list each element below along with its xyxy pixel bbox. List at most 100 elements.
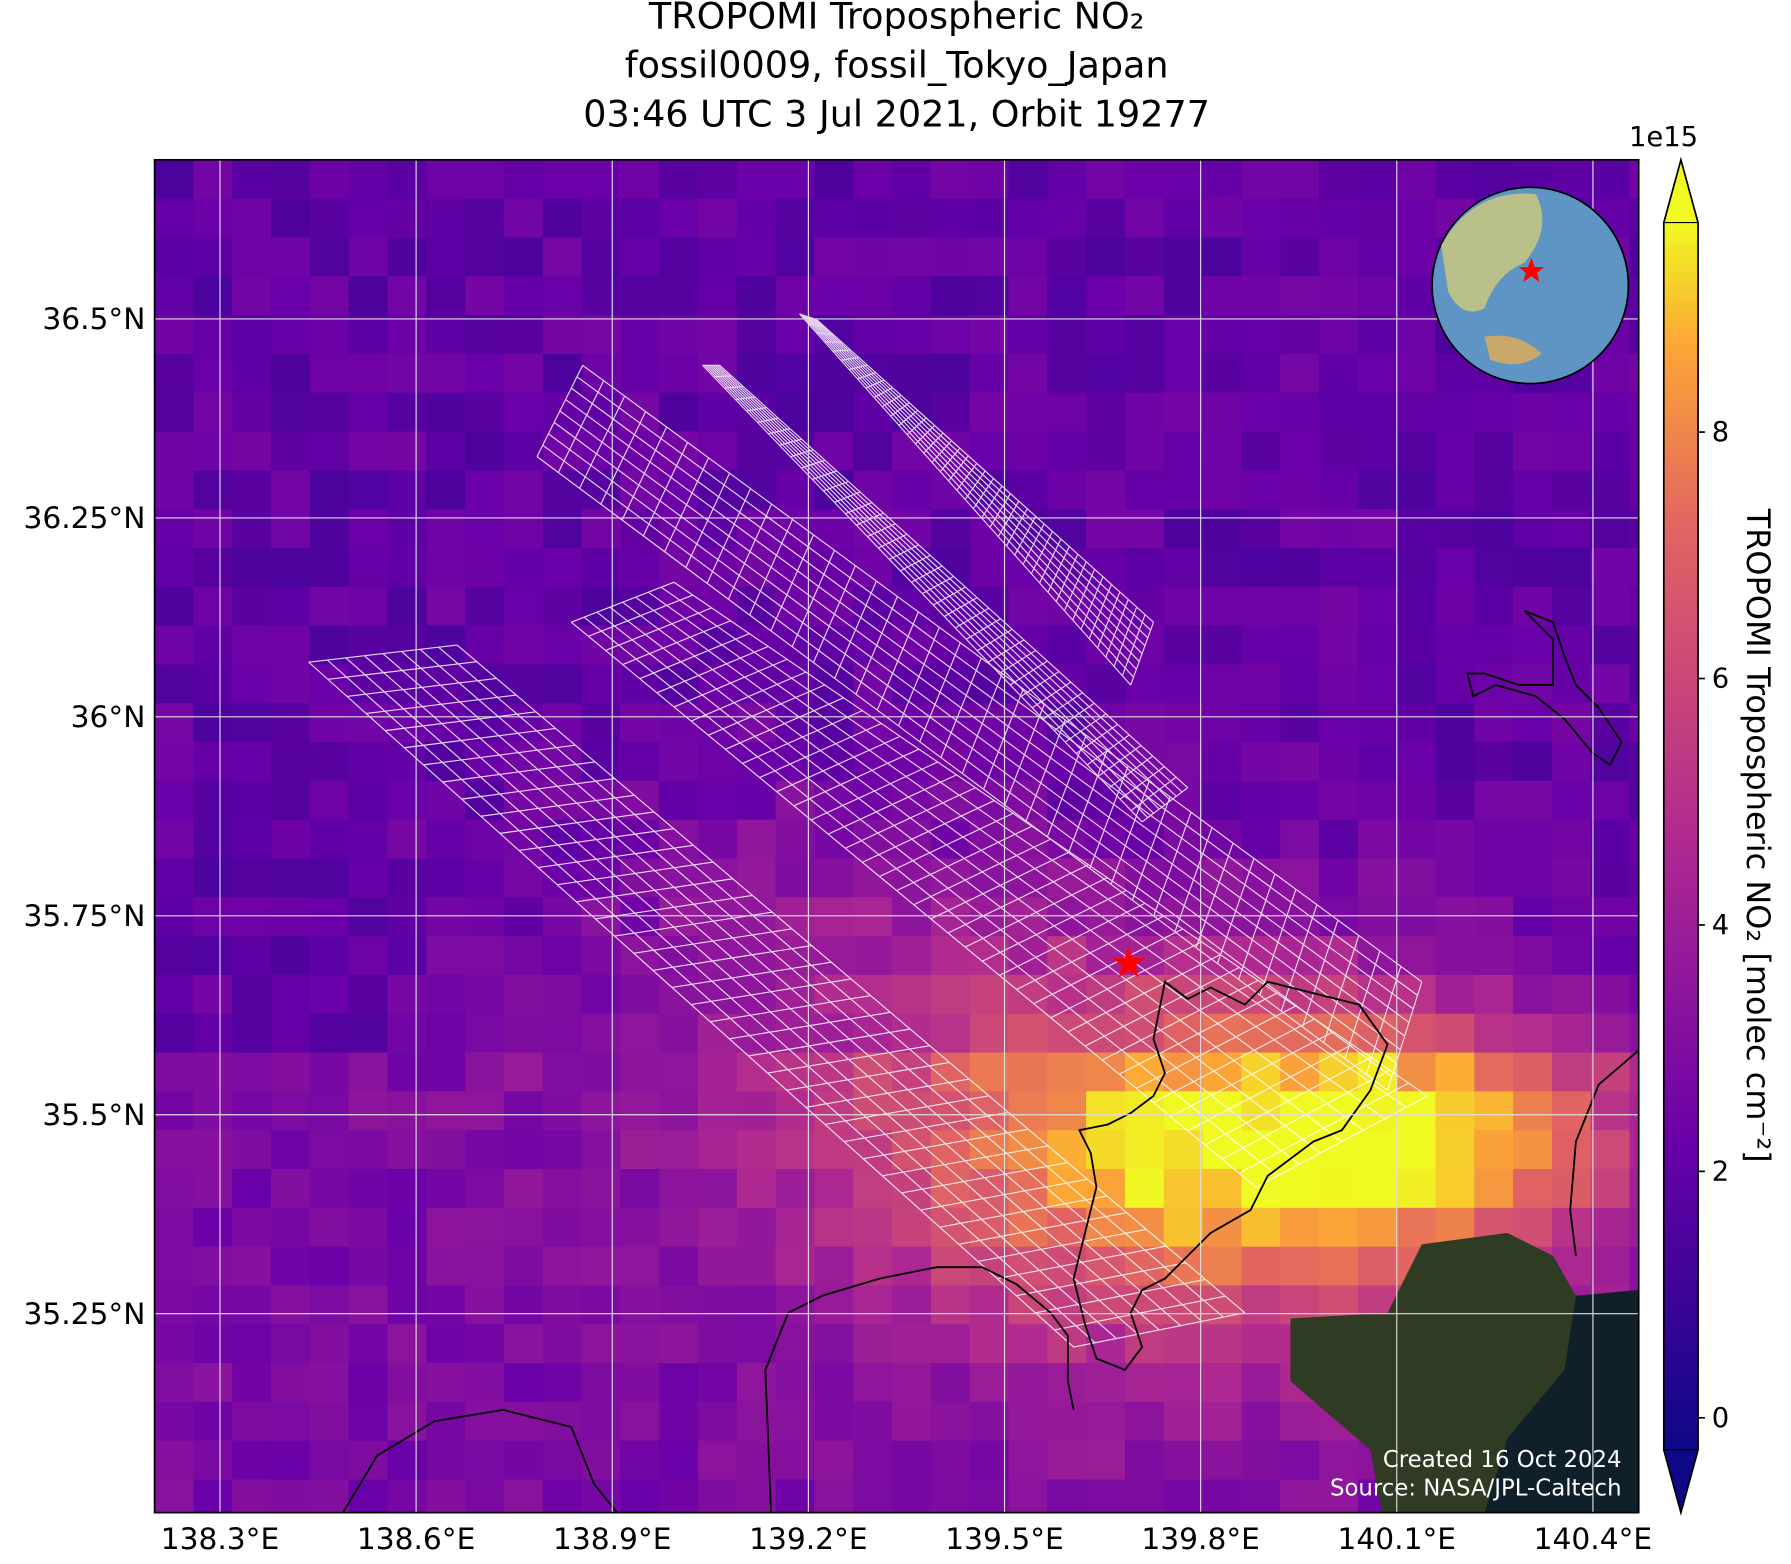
raster-tile	[736, 1246, 777, 1287]
raster-tile	[1241, 703, 1281, 743]
raster-tile	[930, 547, 971, 588]
raster-tile	[232, 625, 272, 665]
raster-tile	[1047, 470, 1087, 510]
raster-tile	[930, 392, 971, 433]
raster-tile	[1435, 392, 1475, 433]
raster-tile	[309, 974, 350, 1015]
raster-tile	[426, 936, 466, 976]
raster-tile	[853, 1363, 893, 1403]
raster-tile	[1202, 1363, 1242, 1403]
raster-tile	[348, 353, 389, 394]
footprint-line	[1110, 781, 1150, 885]
raster-tile	[1241, 1207, 1281, 1248]
raster-tile	[1124, 703, 1165, 743]
raster-tile	[271, 1207, 311, 1248]
raster-tile	[659, 1324, 699, 1364]
raster-tile	[309, 1363, 350, 1403]
raster-tile	[309, 1207, 350, 1248]
raster-tile	[581, 1285, 621, 1325]
raster-tile	[698, 780, 738, 821]
raster-tile	[1396, 1169, 1437, 1209]
raster-tile	[1241, 392, 1281, 433]
raster-tile	[1280, 858, 1320, 898]
raster-tile	[465, 1052, 505, 1092]
raster-tile	[659, 198, 699, 239]
footprint-line	[742, 710, 863, 764]
footprint-line	[901, 1162, 1068, 1194]
footprint-line	[757, 417, 779, 423]
raster-tile	[1202, 703, 1242, 743]
raster-tile	[503, 1169, 544, 1209]
raster-tile	[1474, 431, 1514, 471]
raster-tile	[387, 936, 427, 976]
footprint-line	[1174, 827, 1213, 933]
raster-tile	[232, 1013, 272, 1054]
raster-tile	[1086, 470, 1126, 510]
raster-tile	[969, 237, 1010, 277]
raster-tile	[698, 1169, 738, 1209]
raster-tile	[969, 1401, 1010, 1442]
raster-tile	[154, 625, 194, 665]
raster-tile	[930, 198, 971, 239]
raster-tile	[503, 1363, 544, 1403]
raster-tile	[659, 1363, 699, 1403]
footprint-line	[882, 394, 902, 408]
raster-tile	[1435, 431, 1475, 471]
raster-tile	[1163, 509, 1204, 549]
title-line: 03:46 UTC 3 Jul 2021, Orbit 19277	[583, 93, 1210, 136]
raster-tile	[1319, 159, 1359, 200]
raster-tile	[620, 1207, 660, 1248]
raster-tile	[853, 1285, 893, 1325]
raster-tile	[348, 742, 389, 782]
raster-tile	[1163, 1401, 1204, 1442]
raster-tile	[969, 1479, 1010, 1513]
raster-tile	[542, 1440, 583, 1481]
footprint-line	[1170, 1031, 1334, 1118]
raster-tile	[271, 858, 311, 898]
raster-tile	[465, 276, 505, 316]
raster-tile	[232, 198, 272, 239]
raster-tile	[1008, 1169, 1048, 1209]
footprint-line	[911, 565, 943, 583]
footprint-line	[793, 748, 920, 807]
raster-tile	[1202, 431, 1242, 471]
raster-tile	[1629, 819, 1639, 860]
raster-tile	[309, 703, 350, 743]
raster-tile	[930, 1401, 971, 1442]
raster-tile	[1008, 431, 1048, 471]
raster-tile	[271, 703, 311, 743]
footprint-line	[931, 440, 952, 463]
raster-tile	[581, 974, 621, 1015]
footprint-line	[571, 581, 675, 623]
raster-tile	[1551, 1130, 1592, 1170]
raster-tile	[1396, 819, 1437, 860]
footprint-line	[595, 894, 753, 920]
raster-tile	[1629, 1130, 1639, 1170]
raster-tile	[271, 1013, 311, 1054]
raster-tile	[1124, 858, 1165, 898]
raster-tile	[193, 1401, 233, 1442]
raster-tile	[348, 1169, 389, 1209]
raster-tile	[348, 509, 389, 549]
raster-tile	[853, 1324, 893, 1364]
footprint-line	[786, 1061, 950, 1091]
raster-tile	[1590, 1207, 1631, 1248]
raster-tile	[542, 1169, 583, 1209]
raster-tile	[814, 1363, 854, 1403]
raster-tile	[1435, 470, 1475, 510]
raster-tile	[1047, 353, 1087, 394]
raster-tile	[853, 1479, 893, 1513]
raster-tile	[465, 1130, 505, 1170]
raster-tile	[620, 664, 660, 704]
raster-tile	[775, 1169, 816, 1209]
raster-tile	[1280, 664, 1320, 704]
raster-tile	[154, 315, 194, 355]
raster-tile	[1551, 547, 1592, 588]
raster-tile	[1319, 276, 1359, 316]
footprint-line	[919, 642, 961, 742]
footprint-line	[1153, 812, 1192, 917]
footprint-line	[1030, 531, 1053, 574]
raster-tile	[465, 1401, 505, 1442]
raster-tile	[892, 1440, 932, 1481]
